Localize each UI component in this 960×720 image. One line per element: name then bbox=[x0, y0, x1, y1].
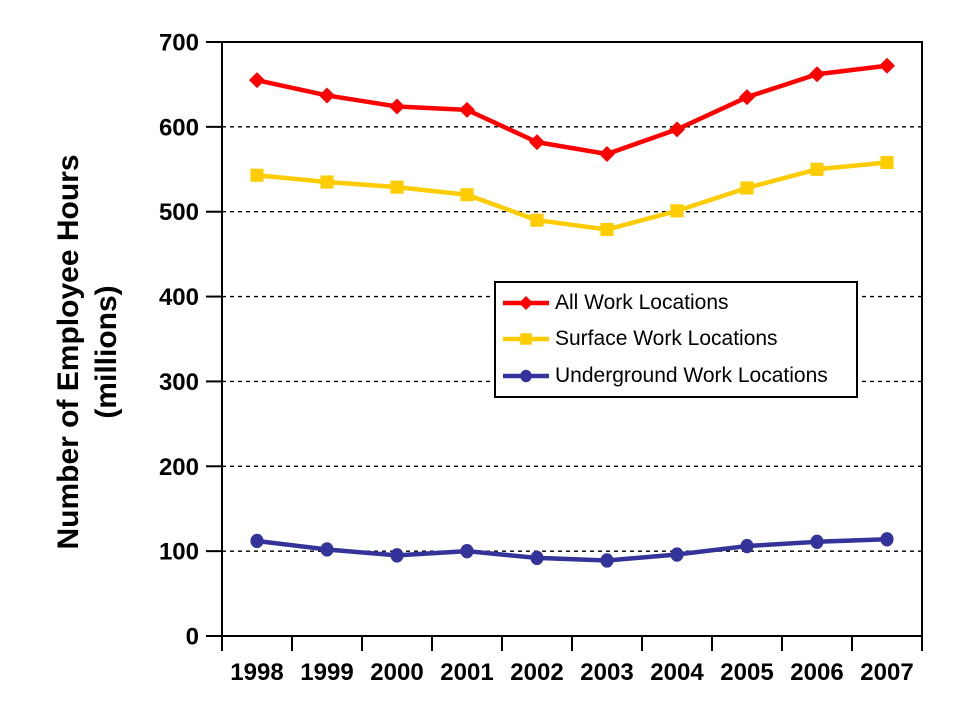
data-point-marker bbox=[880, 532, 894, 547]
data-point-marker bbox=[740, 181, 754, 195]
series-all-work-locations bbox=[249, 57, 895, 163]
legend: All Work Locations Surface Work Location… bbox=[494, 281, 858, 398]
series-line bbox=[254, 160, 890, 232]
all-work-locations-marker-icon bbox=[503, 296, 549, 311]
legend-item-all-work-locations: All Work Locations bbox=[502, 291, 852, 315]
x-tick-label: 2005 bbox=[720, 659, 773, 686]
data-point-marker bbox=[879, 57, 895, 74]
x-tick-label: 1998 bbox=[230, 659, 283, 686]
data-point-marker bbox=[249, 72, 265, 89]
data-point-marker bbox=[250, 168, 264, 182]
x-tick-label: 1999 bbox=[300, 659, 353, 686]
legend-label: All Work Locations bbox=[555, 291, 729, 315]
y-axis-title: Number of Employee Hours (millions) bbox=[50, 154, 126, 549]
x-axis: 1998 1999 2000 2001 2002 2003 2004 2005 2006 2007 bbox=[221, 636, 923, 686]
x-tick-label: 2007 bbox=[860, 659, 913, 686]
y-tick-label: 100 bbox=[159, 539, 199, 566]
data-point-marker bbox=[460, 188, 474, 202]
data-point-marker bbox=[520, 333, 532, 346]
data-point-marker bbox=[669, 121, 685, 138]
data-point-marker bbox=[390, 548, 404, 563]
y-axis-title-line1: Number of Employee Hours bbox=[52, 154, 85, 550]
data-point-marker bbox=[810, 534, 824, 550]
y-tick-label: 700 bbox=[159, 30, 199, 57]
data-point-marker bbox=[320, 175, 334, 189]
surface-work-locations-marker-icon bbox=[503, 333, 549, 346]
data-point-marker bbox=[739, 89, 755, 106]
data-point-marker bbox=[250, 533, 264, 549]
data-point-marker bbox=[599, 146, 615, 163]
y-tick-label: 400 bbox=[159, 284, 199, 311]
y-axis-title-line2: (millions) bbox=[90, 285, 123, 419]
data-point-marker bbox=[600, 222, 614, 237]
series-line bbox=[254, 63, 890, 157]
legend-item-underground-work-locations: Underground Work Locations bbox=[502, 364, 852, 388]
x-tick-label: 2004 bbox=[650, 659, 704, 686]
data-point-marker bbox=[519, 296, 533, 311]
data-point-marker bbox=[389, 98, 405, 115]
underground-work-locations-marker-icon bbox=[503, 369, 549, 383]
y-tick-label: 300 bbox=[159, 369, 199, 396]
y-axis: 0 100 200 300 400 500 600 700 bbox=[159, 30, 222, 651]
data-point-marker bbox=[530, 550, 544, 566]
legend-item-surface-work-locations: Surface Work Locations bbox=[502, 327, 852, 351]
legend-label: Surface Work Locations bbox=[555, 327, 778, 351]
data-point-marker bbox=[600, 553, 614, 568]
x-tick-label: 2002 bbox=[510, 659, 563, 686]
data-point-marker bbox=[520, 369, 532, 383]
series-underground-work-locations bbox=[250, 532, 894, 568]
x-tick-label: 2000 bbox=[370, 659, 423, 686]
series-surface-work-locations bbox=[250, 155, 894, 237]
y-tick-label: 500 bbox=[159, 199, 199, 226]
x-tick-label: 2003 bbox=[580, 659, 633, 686]
data-point-marker bbox=[809, 66, 825, 83]
data-point-marker bbox=[320, 542, 334, 557]
data-point-marker bbox=[459, 101, 475, 118]
y-tick-label: 600 bbox=[159, 114, 199, 141]
x-tick-label: 2001 bbox=[440, 659, 493, 686]
data-point-marker bbox=[740, 538, 754, 554]
y-tick-label: 0 bbox=[186, 624, 199, 651]
data-point-marker bbox=[670, 547, 684, 562]
data-point-marker bbox=[670, 204, 684, 218]
data-point-marker bbox=[529, 134, 545, 151]
data-point-marker bbox=[810, 162, 824, 176]
series-line bbox=[254, 537, 890, 563]
data-point-marker bbox=[390, 180, 404, 194]
data-point-marker bbox=[880, 155, 894, 170]
data-point-marker bbox=[319, 87, 335, 104]
legend-label: Underground Work Locations bbox=[555, 363, 828, 387]
y-tick-label: 200 bbox=[159, 454, 199, 481]
data-point-marker bbox=[530, 213, 544, 227]
x-tick-label: 2006 bbox=[790, 659, 843, 686]
data-point-marker bbox=[460, 543, 474, 559]
